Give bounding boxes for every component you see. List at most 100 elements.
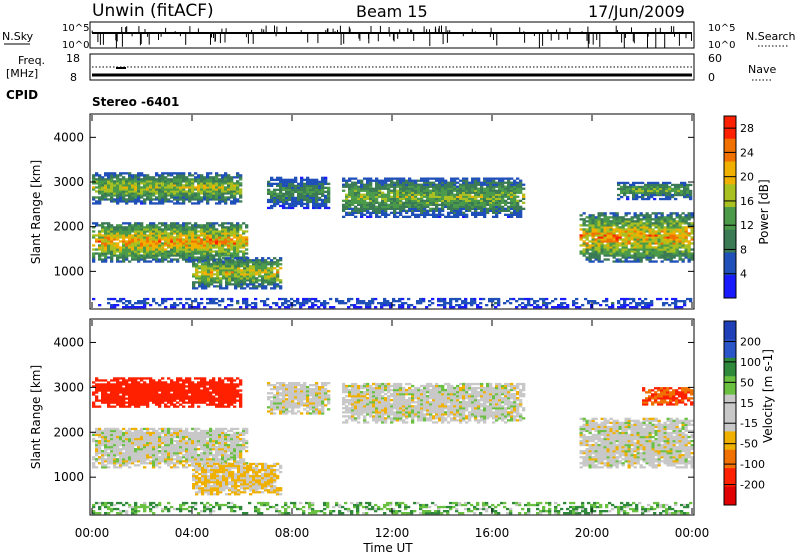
heatmap-cell [516, 195, 520, 198]
heatmap-cell [345, 185, 349, 188]
heatmap-cell [134, 196, 138, 199]
heatmap-cell [288, 204, 292, 208]
heatmap-cell [143, 248, 147, 251]
heatmap-cell [635, 189, 639, 193]
heatmap-cell [486, 187, 490, 190]
heatmap-cell [432, 215, 436, 218]
heatmap-cell [231, 269, 235, 272]
heatmap-cell [254, 297, 258, 301]
heatmap-cell [113, 236, 117, 239]
heatmap-cell [239, 244, 243, 247]
heatmap-cell [164, 192, 168, 195]
heatmap-cell [483, 201, 487, 204]
heatmap-cell [606, 250, 610, 253]
heatmap-cell [210, 269, 214, 272]
heatmap-cell [164, 224, 168, 227]
heatmap-cell [203, 190, 207, 193]
heatmap-cell [600, 234, 604, 237]
heatmap-cell [137, 196, 141, 199]
heatmap-cell [137, 250, 141, 253]
heatmap-cell [134, 186, 138, 189]
heatmap-cell [606, 238, 610, 241]
heatmap-cell [647, 183, 651, 187]
heatmap-cell [489, 183, 493, 186]
heatmap-cell [453, 187, 457, 190]
heatmap-cell [128, 234, 132, 237]
heatmap-cell [669, 228, 673, 231]
heatmap-cell [249, 261, 253, 264]
heatmap-cell [654, 224, 658, 227]
heatmap-cell [665, 185, 669, 189]
heatmap-cell [273, 198, 277, 202]
heatmap-cell [143, 238, 147, 241]
heatmap-cell [678, 234, 682, 237]
heatmap-cell [140, 194, 144, 197]
heatmap-cell [582, 218, 586, 221]
heatmap-cell [116, 250, 120, 253]
heatmap-cell [615, 238, 619, 241]
heatmap-cell [327, 196, 331, 200]
heatmap-cell [392, 304, 396, 307]
heatmap-cell [230, 248, 234, 251]
heatmap-cell [432, 189, 436, 192]
heatmap-cell [185, 258, 189, 261]
heatmap-cell [107, 248, 111, 251]
heatmap-cell [585, 252, 589, 255]
heatmap-cell [447, 187, 451, 190]
heatmap-cell [381, 197, 385, 200]
heatmap-cell [269, 306, 273, 309]
heatmap-cell [209, 238, 213, 241]
heatmap-cell [198, 265, 202, 268]
heatmap-cell [245, 230, 249, 233]
heatmap-cell [513, 201, 517, 204]
heatmap-cell [620, 185, 624, 189]
heatmap-cell [140, 178, 144, 181]
heatmap-cell [318, 202, 322, 206]
heatmap-cell [107, 198, 111, 201]
heatmap-cell [158, 244, 162, 247]
heatmap-cell [600, 238, 604, 241]
heatmap-cell [618, 226, 622, 229]
heatmap-cell [300, 192, 304, 195]
heatmap-cell [498, 211, 502, 214]
heatmap-cell [191, 254, 195, 257]
heatmap-cell [483, 205, 487, 208]
heatmap-cell [261, 279, 265, 282]
heatmap-cell [600, 222, 604, 225]
heatmap-cell [113, 248, 117, 251]
heatmap-cell [644, 197, 648, 201]
heatmap-cell [651, 224, 655, 227]
heatmap-cell [362, 302, 366, 305]
heatmap-cell [215, 202, 219, 205]
heatmap-cell [182, 194, 186, 197]
heatmap-cell [143, 174, 147, 177]
heatmap-cell [104, 383, 108, 386]
heatmap-cell [615, 244, 619, 247]
heatmap-cell [675, 250, 679, 253]
heatmap-cell [212, 176, 216, 179]
heatmap-cell [615, 258, 619, 261]
heatmap-cell [368, 306, 372, 309]
heatmap-cell [161, 246, 165, 249]
heatmap-cell [681, 240, 685, 243]
heatmap-cell [506, 300, 510, 303]
heatmap-cell [122, 306, 126, 309]
heatmap-cell [230, 240, 234, 243]
heatmap-cell [197, 186, 201, 189]
heatmap-cell [240, 265, 244, 268]
heatmap-cell [429, 199, 433, 202]
heatmap-cell [429, 191, 433, 194]
heatmap-cell [588, 252, 592, 255]
heatmap-cell [497, 297, 501, 301]
heatmap-cell [209, 248, 213, 251]
heatmap-cell [351, 191, 355, 194]
heatmap-cell [179, 250, 183, 253]
heatmap-cell [654, 246, 658, 249]
heatmap-cell [200, 176, 204, 179]
heatmap-cell [300, 204, 304, 208]
heatmap-cell [312, 188, 316, 191]
heatmap-cell [647, 181, 651, 185]
heatmap-cell [671, 302, 675, 305]
heatmap-cell [659, 191, 663, 195]
heatmap-cell [167, 234, 171, 237]
